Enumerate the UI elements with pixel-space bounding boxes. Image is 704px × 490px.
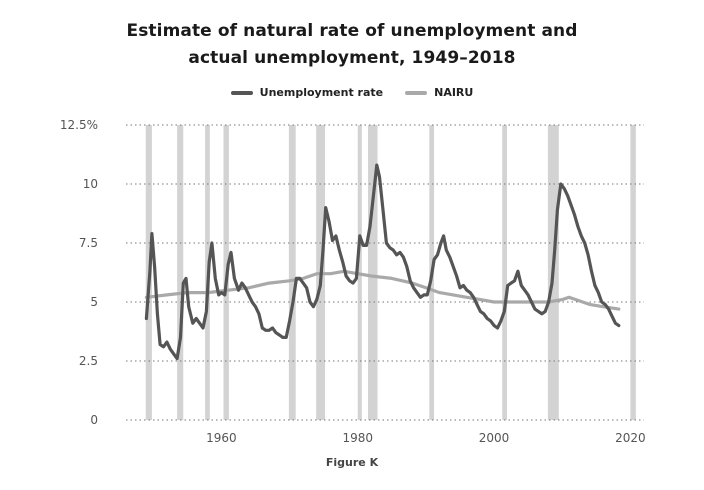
y-axis-labels: 0 2.5 5 7.5 10 12.5% <box>60 118 98 427</box>
figure-caption: Figure K <box>325 456 379 469</box>
chart-title: Estimate of natural rate of unemployment… <box>0 18 704 72</box>
chart-title-line-1: Estimate of natural rate of unemployment… <box>126 21 578 41</box>
recession-band-11 <box>630 125 636 420</box>
legend-label-unemployment-rate: Unemployment rate <box>259 86 384 99</box>
recession-band-7 <box>367 125 378 420</box>
series-line-nairu <box>144 269 621 311</box>
y-tick-label: 7.5 <box>79 236 98 250</box>
recession-band-4 <box>288 125 296 420</box>
series-lines <box>144 163 621 361</box>
legend-swatch-unemployment-rate <box>230 90 253 95</box>
y-tick-label: 0 <box>90 413 98 427</box>
legend-item-nairu: NAIRU <box>405 86 473 99</box>
legend: Unemployment rate NAIRU <box>0 86 704 99</box>
gridlines <box>126 124 644 421</box>
recession-band-1 <box>177 125 184 420</box>
y-tick-label: 12.5% <box>60 118 98 132</box>
series-line-unemployment-rate <box>144 163 621 361</box>
x-tick-label: 2020 <box>615 431 646 445</box>
legend-label-nairu: NAIRU <box>434 86 474 99</box>
x-axis-labels: 1960 1980 2000 2020 <box>206 431 645 445</box>
y-tick-label: 5 <box>90 295 98 309</box>
x-tick-label: 1960 <box>206 431 237 445</box>
recession-band-9 <box>502 125 508 420</box>
legend-swatch-nairu <box>405 90 428 95</box>
y-tick-label: 2.5 <box>79 354 98 368</box>
chart-title-line-2: actual unemployment, 1949–2018 <box>188 48 516 68</box>
x-tick-label: 2000 <box>479 431 510 445</box>
legend-item-unemployment-rate: Unemployment rate <box>230 86 384 99</box>
x-tick-label: 1980 <box>342 431 373 445</box>
y-tick-label: 10 <box>83 177 98 191</box>
recession-bands <box>145 125 636 420</box>
